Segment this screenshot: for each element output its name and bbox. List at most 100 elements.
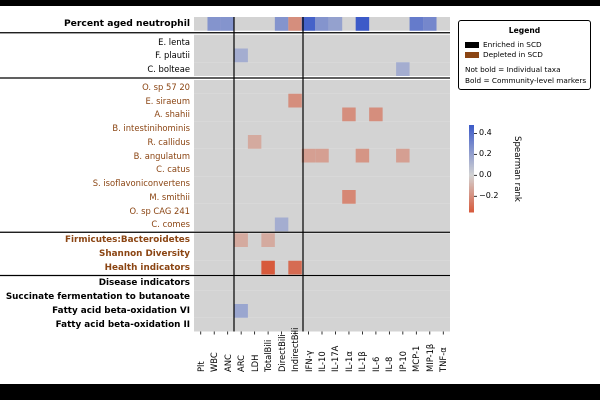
heatmap-row-bg [194,93,450,108]
heatmap-cell [234,304,248,318]
row-label: O. sp CAG 241 [129,205,191,216]
heatmap-row-bg [194,62,450,76]
colorbar-tick-label: 0.0 [479,170,492,180]
column-label: IL-8 [384,356,395,372]
heatmap-row-bg [194,107,450,122]
colorbar-segment [469,156,474,159]
heatmap-cell [274,17,289,31]
heatmap-cell [342,107,356,122]
legend-box: Legend Enriched in SCD Depleted in SCD N… [458,20,591,90]
row-label: C. catus [156,164,190,175]
heatmap-row-bg [194,190,450,204]
legend-enriched-label: Enriched in SCD [483,40,542,49]
column-label: MCP-1 [411,345,422,372]
colorbar-segment [469,139,474,142]
heatmap-row-bg [194,34,450,49]
colorbar-segment [469,152,474,155]
colorbar-segment [469,149,474,152]
colorbar-segment [469,196,474,198]
colorbar-segment [469,209,474,212]
row-label: Percent aged neutrophil [63,17,190,29]
colorbar-segment [469,194,474,197]
legend-note-community: Bold = Community-level markers [465,76,587,85]
colorbar-segment [469,181,474,184]
heatmap-row-bg [194,217,450,232]
colorbar-tick-label: 0.4 [479,128,492,138]
heatmap-row-bg [194,304,450,318]
row-label: M. smithii [149,191,190,202]
colorbar-segment [469,171,474,174]
column-label: IFN-γ [303,350,314,372]
heatmap-row-bg [194,317,450,332]
heatmap-cell [409,17,424,31]
heatmap-row-bg [194,203,450,218]
colorbar-segment [469,203,474,206]
colorbar-segment [469,136,474,139]
colorbar-tick-label: −0.2 [479,191,499,201]
heatmap-row-bg [194,247,450,261]
colorbar-segment [469,200,474,203]
heatmap-row-bg [194,80,450,94]
row-label: Shannon Diversity [99,248,190,259]
colorbar-segment [469,187,474,190]
row-label: Health indicators [104,262,190,273]
colorbar-segment [469,185,474,188]
heatmap-row-bg [194,121,450,135]
colorbar-segment [469,169,474,172]
colorbar-segment [469,129,474,132]
colorbar-segment [469,201,474,204]
heatmap-cell [234,233,248,247]
colorbar-segment [469,142,474,145]
heatmap-row-bg [194,48,450,63]
row-label: R. callidus [147,136,190,147]
colorbar-segment [469,148,474,151]
colorbar-segment [469,193,474,196]
colorbar-segment [469,190,474,193]
colorbar-segment [469,130,474,133]
colorbar-segment [469,183,474,185]
heatmap-cell [328,17,343,31]
colorbar-segment [469,143,474,146]
legend-title: Legend [508,26,541,35]
heatmap-cell [396,62,410,76]
colorbar-segment [469,178,474,181]
row-label: A. shahii [154,109,190,120]
colorbar-segment [469,154,474,156]
legend-enriched-swatch [465,42,479,48]
column-label: WBC [209,352,220,372]
colorbar-segment [469,184,474,187]
colorbar-segment [469,140,474,143]
heatmap-cell [288,17,302,31]
colorbar-segment [469,138,474,140]
column-label: MIP-1β [424,343,435,372]
colorbar-label: Spearman rank [512,136,522,202]
heatmap-cell [288,260,302,275]
row-label: E. siraeum [145,95,190,106]
column-label: IL-1β [357,351,368,372]
heatmap-cell [301,17,316,31]
colorbar-segment [469,172,474,175]
colorbar-segment [469,132,474,135]
colorbar-segment [469,191,474,194]
heatmap-cell [423,17,437,31]
heatmap-cell [207,17,221,31]
heatmap-cell [315,17,329,31]
column-label: ARC [236,355,247,372]
row-label: Fatty acid beta-oxidation II [55,319,190,330]
colorbar-segment [469,180,474,183]
colorbar-segment [469,159,474,162]
column-label: Plt [195,361,206,372]
colorbar-segment [469,151,474,154]
column-label: TNF-α [438,347,449,372]
colorbar-segment [469,161,474,164]
heatmap-row-bg [194,276,450,291]
column-label: IndirectBili [290,327,301,372]
colorbar-tick-label: 0.2 [479,149,492,159]
heatmap-cell [274,217,289,232]
column-label: IL-6 [370,356,381,372]
legend-depleted-label: Depleted in SCD [483,50,543,59]
heatmap-cell [234,48,248,63]
row-label: F. plautii [155,50,190,61]
column-label: IL-1α [343,351,354,372]
